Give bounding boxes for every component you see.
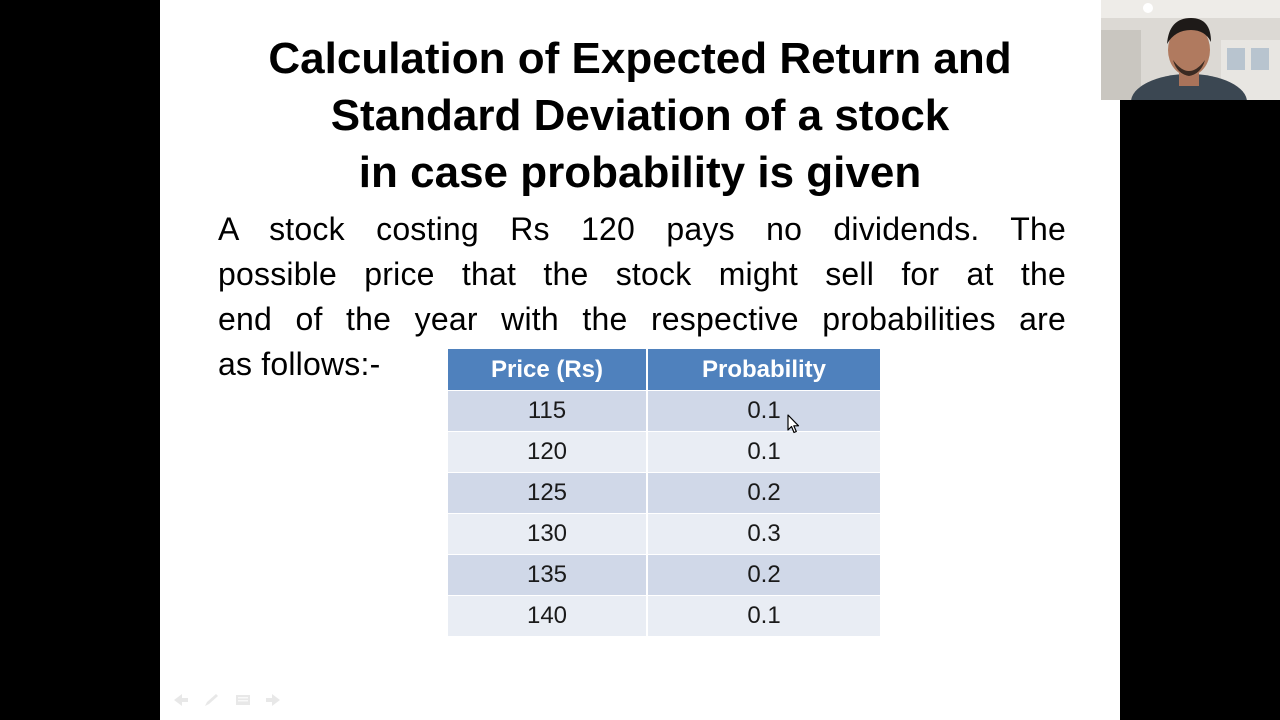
probability-cell: 0.1 — [647, 390, 880, 432]
table-header-row: Price (Rs) Probability — [448, 349, 880, 391]
probability-cell: 0.1 — [647, 595, 880, 636]
price-cell: 120 — [448, 431, 648, 473]
table-row: 125 0.2 — [448, 472, 880, 514]
body-text-line: end of the year with the respective prob… — [218, 301, 1066, 337]
column-header-probability: Probability — [647, 349, 880, 391]
slideshow-controls — [168, 692, 286, 708]
probability-cell: 0.2 — [647, 554, 880, 596]
price-probability-table: Price (Rs) Probability 115 0.1 120 0.1 1… — [448, 349, 880, 636]
table-row: 140 0.1 — [448, 595, 880, 636]
table-row: 135 0.2 — [448, 554, 880, 596]
probability-cell: 0.1 — [647, 431, 880, 473]
price-cell: 140 — [448, 595, 648, 636]
table-row: 115 0.1 — [448, 390, 880, 432]
probability-cell: 0.2 — [647, 472, 880, 514]
body-text-line: possible price that the stock might sell… — [218, 256, 1066, 292]
presenter-video-image — [1101, 0, 1280, 100]
slide-body-text: A stock costing Rs 120 pays no dividends… — [218, 207, 1066, 387]
table-row: 120 0.1 — [448, 431, 880, 473]
column-header-price: Price (Rs) — [448, 349, 648, 391]
previous-slide-icon[interactable] — [168, 692, 190, 708]
presentation-slide: Calculation of Expected Return and Stand… — [160, 0, 1120, 720]
slide-title-line: in case probability is given — [358, 148, 922, 197]
slide-title-line: Calculation of Expected Return and — [268, 34, 1012, 83]
price-cell: 125 — [448, 472, 648, 514]
probability-cell: 0.3 — [647, 513, 880, 555]
presenter-webcam-feed — [1101, 0, 1280, 100]
body-text-line: A stock costing Rs 120 pays no dividends… — [218, 211, 1066, 247]
pen-icon[interactable] — [200, 692, 222, 708]
body-text-line: as follows:- — [218, 346, 381, 382]
next-slide-icon[interactable] — [264, 692, 286, 708]
mouse-pointer-icon — [787, 414, 800, 434]
slide-title-line: Standard Deviation of a stock — [330, 91, 950, 140]
price-cell: 135 — [448, 554, 648, 596]
price-cell: 115 — [448, 390, 648, 432]
table-row: 130 0.3 — [448, 513, 880, 555]
price-cell: 130 — [448, 513, 648, 555]
slide-title: Calculation of Expected Return and Stand… — [160, 30, 1120, 201]
slide-menu-icon[interactable] — [232, 692, 254, 708]
